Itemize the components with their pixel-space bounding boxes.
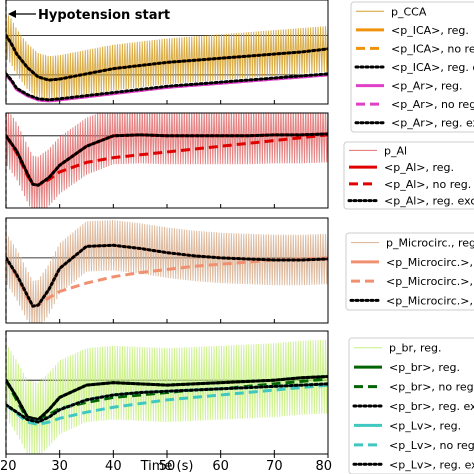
legend-panel-1: p_CCA <p_ICA>, reg. <p_ICA>, no reg. <p_ICA…	[350, 1, 474, 133]
x-tick-label: 40	[105, 459, 122, 474]
x-tick-label: 60	[212, 459, 229, 474]
legend-label: <p_ICA>, reg. exc	[391, 61, 474, 74]
legend-box	[350, 1, 474, 133]
series-line	[6, 133, 328, 187]
series-line	[6, 375, 328, 422]
x-tick-label: 50	[159, 459, 176, 474]
panel-2	[5, 112, 329, 209]
legend-label: <p_br>, reg. exc.	[389, 400, 474, 413]
panel-4-plot-area	[6, 339, 328, 454]
annotation-label: Hypotension start	[38, 8, 170, 23]
legend-panel-4: p_br, reg. <p_br>, reg. <p_br>, no reg. <p_…	[348, 337, 474, 474]
legend-label: <p_Ar>, no reg.	[391, 98, 474, 111]
chart-legends: p_CCA <p_ICA>, reg. <p_ICA>, no reg. <p_ICA…	[343, 1, 474, 474]
legend-label: <p_Al>, reg.	[384, 161, 454, 174]
series-line	[6, 33, 328, 82]
x-tick-label: 80	[315, 459, 332, 474]
legend-label: <p_Al>, reg. exc.	[384, 195, 474, 208]
panel-3	[5, 217, 329, 324]
series-line	[6, 339, 328, 454]
panel-4	[5, 330, 329, 455]
legend-label: <p_br>, no reg.	[389, 381, 474, 394]
x-axis: 20 30 40 50 60 70 80 Time (s)	[0, 454, 332, 474]
legend-panel-3: p_Microcirc., reg. <p_Microcirc.>, r <p_Mi…	[345, 232, 474, 311]
legend-label: <p_Lv>, reg.	[389, 419, 461, 432]
legend-label: p_CCA	[391, 5, 427, 18]
x-axis-label: Time (s)	[140, 459, 194, 474]
x-tick-label: 20	[0, 459, 17, 474]
legend-box	[348, 337, 474, 474]
panel-1: Hypotension start	[5, 0, 329, 105]
legend-box	[345, 232, 474, 311]
legend-label: <p_br>, reg.	[389, 361, 460, 374]
legend-label: <p_Al>, no reg.	[384, 178, 471, 191]
legend-label: <p_Lv>, no reg.	[389, 439, 474, 452]
legend-label: <p_Ar>, reg. exc.	[391, 117, 474, 130]
legend-label: <p_Microcirc.>, n	[386, 275, 474, 288]
legend-panel-2: p_Al <p_Al>, reg. <p_Al>, no reg. <p_Al>, r…	[343, 141, 474, 210]
legend-label: <p_Microcirc.>, r	[386, 294, 474, 307]
legend-label: p_br, reg.	[389, 342, 442, 355]
legend-label: p_Al	[384, 144, 407, 157]
series-line	[6, 113, 328, 208]
panel-2-plot-area	[6, 113, 328, 208]
legend-box	[343, 141, 474, 210]
x-tick-label: 30	[51, 459, 68, 474]
series-line	[6, 12, 328, 102]
series-line	[6, 382, 328, 424]
legend-label: <p_ICA>, no reg.	[391, 42, 474, 55]
legend-label: <p_Ar>, reg.	[391, 80, 462, 93]
legend-label: <p_ICA>, reg.	[391, 24, 469, 37]
series-line	[6, 220, 328, 323]
panel-1-plot-area	[6, 12, 328, 103]
chart-panels: Hypotension start	[5, 0, 329, 455]
panel-3-plot-area	[6, 220, 328, 323]
legend-label: p_Microcirc., reg.	[386, 237, 474, 250]
series-line	[6, 256, 328, 308]
series-line	[6, 132, 328, 187]
legend-label: <p_Microcirc.>, r	[386, 256, 474, 269]
x-tick-label: 70	[266, 459, 283, 474]
series-line	[6, 383, 328, 426]
legend-label: <p_Lv>, reg. exc.	[389, 458, 474, 471]
series-line	[6, 72, 328, 102]
annotation-arrowhead	[8, 10, 16, 18]
series-line	[6, 243, 328, 308]
